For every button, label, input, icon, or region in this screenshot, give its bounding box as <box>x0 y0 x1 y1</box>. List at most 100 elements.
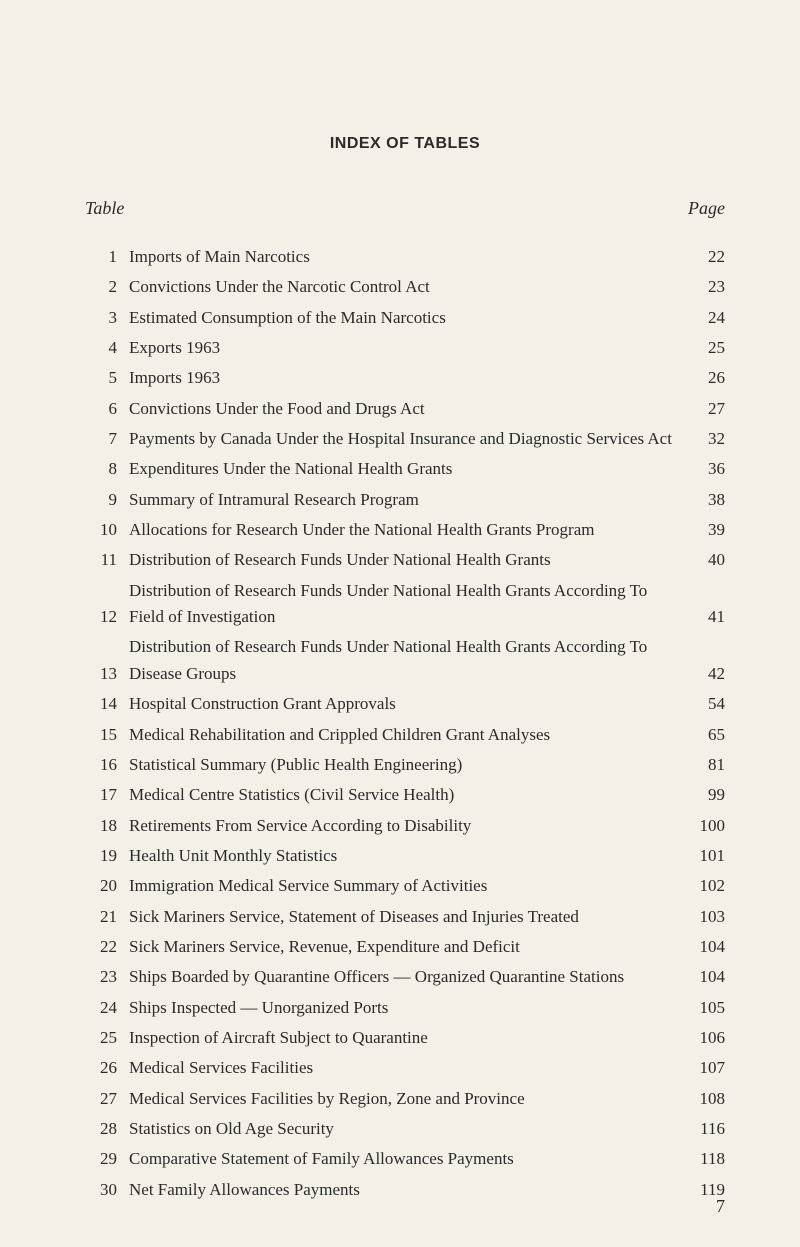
entry-text-label: Summary of Intramural Research Program <box>129 490 423 509</box>
entry-number: 11 <box>85 547 129 573</box>
entry-page: 32 <box>677 426 725 452</box>
entry-page: 99 <box>677 782 725 808</box>
table-entry: 23Ships Boarded by Quarantine Officers —… <box>85 964 725 990</box>
entry-text: Medical Rehabilitation and Crippled Chil… <box>129 722 677 748</box>
entry-number: 14 <box>85 691 129 717</box>
entry-text: Ships Inspected — Unorganized Ports <box>129 995 677 1021</box>
entry-text-label: Convictions Under the Narcotic Control A… <box>129 277 434 296</box>
entry-text: Estimated Consumption of the Main Narcot… <box>129 305 677 331</box>
entry-text-label: Convictions Under the Food and Drugs Act <box>129 399 429 418</box>
entry-text-label: Inspection of Aircraft Subject to Quaran… <box>129 1028 432 1047</box>
entry-number: 22 <box>85 934 129 960</box>
entry-text: Statistical Summary (Public Health Engin… <box>129 752 677 778</box>
entry-text: Summary of Intramural Research Program <box>129 487 677 513</box>
entry-number: 25 <box>85 1025 129 1051</box>
entry-number: 6 <box>85 396 129 422</box>
entry-text-label: Distribution of Research Funds Under Nat… <box>129 550 555 569</box>
entry-text: Distribution of Research Funds Under Nat… <box>129 547 677 573</box>
entry-page: 54 <box>677 691 725 717</box>
entry-text-label: Immigration Medical Service Summary of A… <box>129 876 491 895</box>
entry-text-label: Payments by Canada Under the Hospital In… <box>129 429 676 448</box>
table-entry: 15Medical Rehabilitation and Crippled Ch… <box>85 722 725 748</box>
page-header: Page <box>688 198 725 219</box>
entry-number: 26 <box>85 1055 129 1081</box>
table-entry: 17Medical Centre Statistics (Civil Servi… <box>85 782 725 808</box>
entry-page: 40 <box>677 547 725 573</box>
entry-text: Ships Boarded by Quarantine Officers — O… <box>129 964 677 990</box>
entry-page: 36 <box>677 456 725 482</box>
table-entry: 3Estimated Consumption of the Main Narco… <box>85 305 725 331</box>
entry-text: Immigration Medical Service Summary of A… <box>129 873 677 899</box>
entry-number: 12 <box>85 604 129 630</box>
table-entry: 9Summary of Intramural Research Program3… <box>85 487 725 513</box>
entry-page: 27 <box>677 396 725 422</box>
entry-text: Inspection of Aircraft Subject to Quaran… <box>129 1025 677 1051</box>
entry-number: 2 <box>85 274 129 300</box>
entry-page: 25 <box>677 335 725 361</box>
entry-text: Sick Mariners Service, Revenue, Expendit… <box>129 934 677 960</box>
table-entry: 1Imports of Main Narcotics22 <box>85 244 725 270</box>
entry-text: Net Family Allowances Payments <box>129 1177 677 1203</box>
entry-text: Statistics on Old Age Security <box>129 1116 677 1142</box>
entry-text: Medical Services Facilities <box>129 1055 677 1081</box>
entry-number: 24 <box>85 995 129 1021</box>
entry-page: 108 <box>677 1086 725 1112</box>
table-entry: 13Distribution of Research Funds Under N… <box>85 634 725 687</box>
table-entry: 19Health Unit Monthly Statistics101 <box>85 843 725 869</box>
entry-text: Allocations for Research Under the Natio… <box>129 517 677 543</box>
entry-text-label: Estimated Consumption of the Main Narcot… <box>129 308 450 327</box>
table-entry: 5Imports 196326 <box>85 365 725 391</box>
entry-text: Sick Mariners Service, Statement of Dise… <box>129 904 677 930</box>
entry-text: Retirements From Service According to Di… <box>129 813 677 839</box>
table-entry: 22Sick Mariners Service, Revenue, Expend… <box>85 934 725 960</box>
entry-number: 7 <box>85 426 129 452</box>
entry-text-label: Statistical Summary (Public Health Engin… <box>129 755 466 774</box>
table-entry: 29Comparative Statement of Family Allowa… <box>85 1146 725 1172</box>
entry-text: Convictions Under the Narcotic Control A… <box>129 274 677 300</box>
entry-number: 8 <box>85 456 129 482</box>
entry-number: 21 <box>85 904 129 930</box>
entry-page: 103 <box>677 904 725 930</box>
table-entry: 8Expenditures Under the National Health … <box>85 456 725 482</box>
entry-number: 20 <box>85 873 129 899</box>
entry-text-label: Hospital Construction Grant Approvals <box>129 694 400 713</box>
entry-number: 30 <box>85 1177 129 1203</box>
entry-text-label: Health Unit Monthly Statistics <box>129 846 341 865</box>
table-entry: 2Convictions Under the Narcotic Control … <box>85 274 725 300</box>
header-row: Table Page <box>85 198 725 219</box>
table-entry: 27Medical Services Facilities by Region,… <box>85 1086 725 1112</box>
entry-page: 22 <box>677 244 725 270</box>
table-header: Table <box>85 198 124 219</box>
entry-page: 107 <box>677 1055 725 1081</box>
entry-number: 10 <box>85 517 129 543</box>
table-entry: 18Retirements From Service According to … <box>85 813 725 839</box>
entry-text-label: Medical Centre Statistics (Civil Service… <box>129 785 458 804</box>
table-entry: 20Immigration Medical Service Summary of… <box>85 873 725 899</box>
entry-text-label: Net Family Allowances Payments <box>129 1180 364 1199</box>
entry-page: 106 <box>677 1025 725 1051</box>
entry-number: 4 <box>85 335 129 361</box>
table-entry: 10Allocations for Research Under the Nat… <box>85 517 725 543</box>
entry-text-label: Statistics on Old Age Security <box>129 1119 338 1138</box>
entry-page: 118 <box>677 1146 725 1172</box>
entry-page: 105 <box>677 995 725 1021</box>
entry-text: Health Unit Monthly Statistics <box>129 843 677 869</box>
entry-text-label: Distribution of Research Funds Under Nat… <box>129 581 647 626</box>
entry-text: Imports of Main Narcotics <box>129 244 677 270</box>
table-entry: 14Hospital Construction Grant Approvals 5… <box>85 691 725 717</box>
entry-page: 24 <box>677 305 725 331</box>
entry-page: 116 <box>677 1116 725 1142</box>
entry-page: 104 <box>677 934 725 960</box>
table-entry: 11Distribution of Research Funds Under N… <box>85 547 725 573</box>
entry-number: 23 <box>85 964 129 990</box>
entry-number: 28 <box>85 1116 129 1142</box>
entry-text-label: Medical Rehabilitation and Crippled Chil… <box>129 725 554 744</box>
entry-text: Convictions Under the Food and Drugs Act <box>129 396 677 422</box>
entry-page: 38 <box>677 487 725 513</box>
entry-page: 102 <box>677 873 725 899</box>
entry-text-label: Medical Services Facilities by Region, Z… <box>129 1089 529 1108</box>
table-entry: 28Statistics on Old Age Security 116 <box>85 1116 725 1142</box>
table-entry: 24Ships Inspected — Unorganized Ports105 <box>85 995 725 1021</box>
table-entry: 12Distribution of Research Funds Under N… <box>85 578 725 631</box>
entry-text: Medical Services Facilities by Region, Z… <box>129 1086 677 1112</box>
